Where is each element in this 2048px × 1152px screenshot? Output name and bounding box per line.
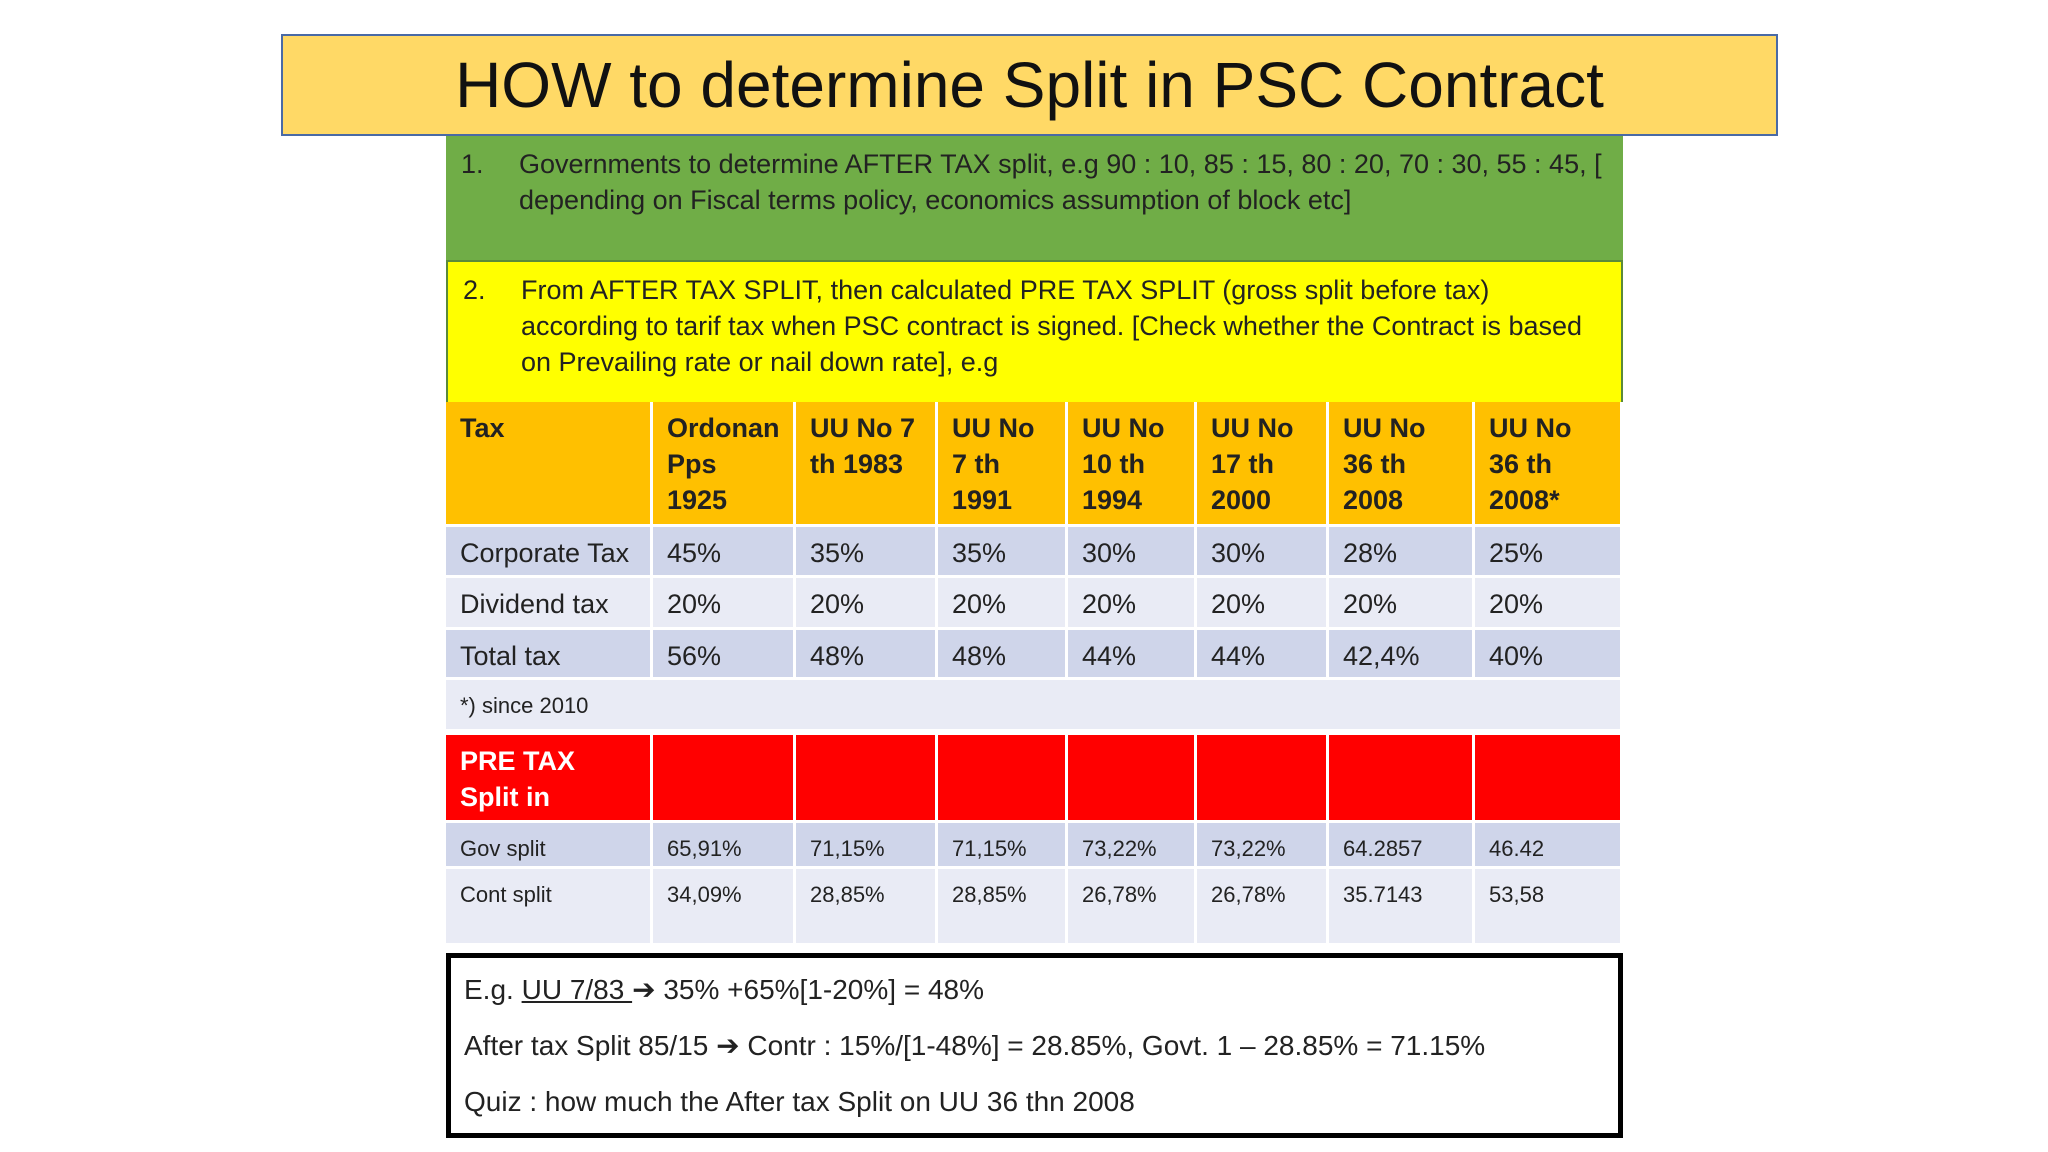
table-cell [1068, 735, 1197, 823]
table-cell: 20% [1475, 578, 1623, 630]
point-number: 1. [461, 149, 484, 179]
table-cell: 44% [1068, 630, 1197, 680]
table-cell: 64.2857 [1329, 823, 1475, 869]
table-cell: UU No 36 th 2008* [1475, 402, 1623, 527]
table-cell: Gov split [446, 823, 653, 869]
table-cell [653, 735, 796, 823]
table-cell [1197, 735, 1329, 823]
point-number: 2. [463, 275, 486, 305]
table-cell [1329, 735, 1475, 823]
table-cell: UU No 36 th 2008 [1329, 402, 1475, 527]
table-cell [938, 735, 1068, 823]
table-cell: 71,15% [938, 823, 1068, 869]
title: HOW to determine Split in PSC Contract [281, 34, 1778, 136]
table-cell: 20% [938, 578, 1068, 630]
table-cell: Corporate Tax [446, 527, 653, 578]
table-cell: 28% [1329, 527, 1475, 578]
table-cell: PRE TAX Split in Contract [446, 735, 653, 848]
text: ➔ 35% +65%[1-20%] = 48% [632, 974, 984, 1005]
table-cell: 42,4% [1329, 630, 1475, 680]
example-line: Quiz : how much the After tax Split on U… [464, 1086, 1135, 1117]
table-cell: 26,78% [1197, 869, 1329, 946]
table-cell: 44% [1197, 630, 1329, 680]
table-cell: UU No 17 th 2000 [1197, 402, 1329, 527]
table-cell: 73,22% [1197, 823, 1329, 869]
table-cell: 20% [653, 578, 796, 630]
table-cell: 20% [1197, 578, 1329, 630]
table-cell: 30% [1197, 527, 1329, 578]
table-cell: 53,58 [1475, 869, 1623, 946]
table-cell: Cont split [446, 869, 653, 946]
point-text: Governments to determine AFTER TAX split… [519, 149, 1602, 215]
table-cell: 34,09% [653, 869, 796, 946]
point-1: 1. Governments to determine AFTER TAX spl… [446, 136, 1623, 262]
table-cell: UU No 7 th 1991 [938, 402, 1068, 527]
table-cell: Ordonan Pps 1925 [653, 402, 796, 527]
table-cell: 28,85% [938, 869, 1068, 946]
table-cell: Total tax [446, 630, 653, 680]
table-cell: 65,91% [653, 823, 796, 869]
table-cell: Dividend tax [446, 578, 653, 630]
table-cell: 26,78% [1068, 869, 1197, 946]
point-text: From AFTER TAX SPLIT, then calculated PR… [521, 275, 1583, 377]
table-cell: 48% [938, 630, 1068, 680]
table-cell: 73,22% [1068, 823, 1197, 869]
table-cell: 56% [653, 630, 796, 680]
table-cell [796, 735, 938, 823]
table-cell: 46.42 [1475, 823, 1623, 869]
table-cell: *) since 2010 [446, 680, 1623, 732]
table-cell: 20% [1068, 578, 1197, 630]
table-cell: UU No 7 th 1983 [796, 402, 938, 527]
table-cell: 28,85% [796, 869, 938, 946]
link-text: UU 7/83 [521, 974, 633, 1005]
table-cell: 35% [796, 527, 938, 578]
table-cell: UU No 10 th 1994 [1068, 402, 1197, 527]
table-cell: 35% [938, 527, 1068, 578]
table-cell: 25% [1475, 527, 1623, 578]
table-cell: 48% [796, 630, 938, 680]
table-cell: 45% [653, 527, 796, 578]
example-line: E.g. UU 7/83 ➔ 35% +65%[1-20%] = 48% [464, 962, 1605, 1018]
table-cell: 20% [1329, 578, 1475, 630]
point-2: 2. From AFTER TAX SPLIT, then calculated … [446, 262, 1623, 402]
table-cell: 35.7143 [1329, 869, 1475, 946]
example-line: After tax Split 85/15 ➔ Contr : 15%/[1-4… [464, 1030, 1486, 1061]
table-cell [1475, 735, 1623, 823]
table-cell: Tax [446, 402, 653, 527]
example-box: E.g. UU 7/83 ➔ 35% +65%[1-20%] = 48% Aft… [446, 953, 1623, 1138]
table-cell: 20% [796, 578, 938, 630]
table-cell: 30% [1068, 527, 1197, 578]
table-cell: 40% [1475, 630, 1623, 680]
table-cell: 71,15% [796, 823, 938, 869]
text: E.g. [464, 974, 522, 1005]
